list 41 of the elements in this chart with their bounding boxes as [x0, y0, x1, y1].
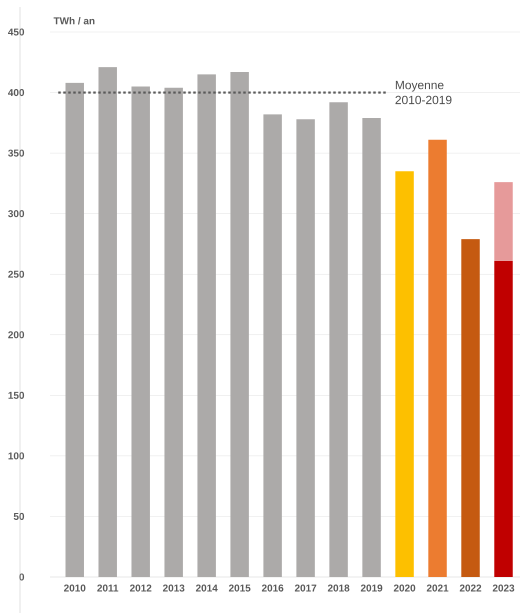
- y-tick-label: 150: [8, 392, 24, 399]
- y-tick-label: 0: [19, 573, 24, 581]
- x-tick-label: 2010: [64, 584, 86, 592]
- bar: [230, 72, 249, 577]
- bar: [66, 82, 84, 577]
- bar: [494, 182, 513, 261]
- y-tick-label: 400: [8, 89, 24, 96]
- x-tick-label: 2019: [360, 584, 382, 592]
- x-tick-label: 2016: [262, 584, 284, 592]
- bar: [461, 239, 480, 577]
- bar: [98, 67, 117, 577]
- x-tick-label: 2022: [460, 584, 482, 592]
- x-tick-label: 2015: [228, 584, 250, 592]
- y-tick-label: 200: [8, 331, 24, 338]
- ref-line-label: Moyenne 2010-2019: [395, 80, 452, 104]
- x-tick-label: 2013: [162, 584, 184, 592]
- bar: [296, 119, 315, 577]
- x-tick-label: 2021: [426, 584, 448, 592]
- x-tick-label: 2012: [130, 584, 152, 592]
- y-tick-label: 450: [8, 28, 24, 36]
- x-tick-label: 2017: [294, 584, 316, 592]
- y-tick-label: 100: [8, 452, 24, 460]
- y-tick-label: 300: [8, 210, 24, 218]
- x-tick-label: 2014: [196, 584, 218, 592]
- x-tick-label: 2023: [492, 584, 514, 592]
- x-tick-label: 2020: [394, 584, 416, 592]
- y-tick-label: 50: [14, 512, 24, 520]
- bar: [428, 140, 447, 577]
- y-tick-label: 250: [8, 270, 24, 278]
- bar: [395, 171, 414, 577]
- bar: [164, 88, 183, 577]
- bar: [131, 86, 150, 577]
- x-tick-label: 2011: [97, 584, 118, 592]
- x-tick-label: 2018: [328, 584, 350, 592]
- y-axis-title: TWh / an: [54, 17, 94, 24]
- bar: [197, 74, 216, 577]
- y-tick-label: 350: [8, 150, 24, 157]
- bar: [494, 260, 513, 577]
- bar: [263, 114, 282, 577]
- bar: [362, 118, 381, 577]
- bar: [329, 102, 348, 577]
